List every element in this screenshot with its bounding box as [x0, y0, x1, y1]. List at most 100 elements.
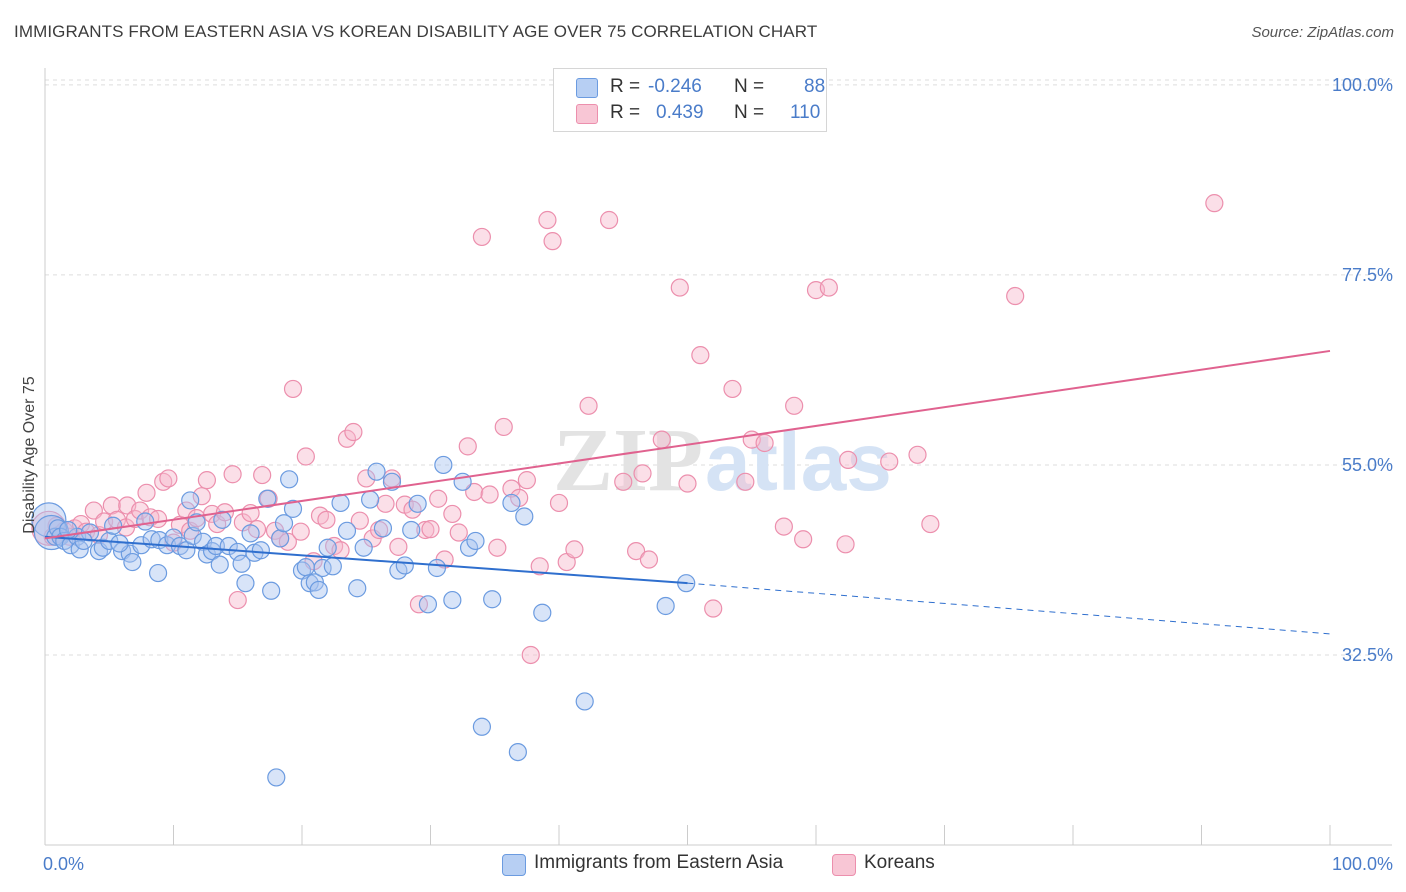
data-point: [367, 462, 386, 481]
data-point: [183, 526, 202, 545]
data-point: [704, 599, 723, 618]
data-point: [357, 469, 376, 488]
data-point: [908, 445, 927, 464]
data-point: [515, 507, 534, 526]
data-point: [262, 581, 281, 600]
data-point: [317, 510, 336, 529]
data-point: [427, 558, 447, 578]
data-point: [213, 510, 232, 529]
tick-labels: 100.0% 77.5% 55.0% 32.5% 0.0% 100.0%: [43, 75, 1393, 874]
axes: [44, 68, 1392, 846]
data-point: [543, 232, 562, 251]
data-point: [159, 469, 178, 488]
data-point: [502, 479, 521, 498]
data-point: [197, 471, 217, 490]
legend-n-label: N =: [734, 76, 765, 97]
trend-line-koreans: [44, 349, 1331, 540]
legend-n-value: 110: [790, 102, 821, 123]
data-point: [579, 396, 598, 415]
data-point: [921, 514, 940, 534]
stats-legend: R = -0.246 N = 88 R = 0.439 N = 110: [553, 68, 827, 132]
data-point: [755, 433, 774, 453]
bottom-legend-label: Koreans: [864, 852, 935, 873]
data-point: [639, 550, 659, 569]
data-point: [538, 210, 557, 230]
data-point: [361, 490, 380, 509]
data-point: [283, 499, 303, 518]
data-point: [408, 494, 427, 513]
data-point: [626, 541, 646, 561]
data-point: [600, 210, 619, 230]
data-point: [670, 278, 689, 297]
legend-r-value: 0.439: [656, 102, 704, 123]
data-point: [521, 645, 540, 665]
data-point: [344, 422, 363, 442]
data-point: [880, 452, 899, 471]
bottom-legend-swatch-pink: [832, 854, 856, 876]
data-point: [533, 603, 552, 622]
data-point: [575, 692, 594, 711]
data-point: [723, 379, 742, 399]
data-point: [421, 520, 440, 539]
data-point: [300, 574, 319, 593]
legend-r-value: -0.246: [648, 76, 702, 97]
data-point: [508, 742, 527, 762]
data-point: [104, 516, 123, 535]
data-point: [267, 768, 286, 787]
data-point: [819, 278, 838, 297]
data-point: [449, 523, 468, 542]
data-point: [251, 541, 270, 560]
data-point: [274, 514, 294, 533]
legend-r-label: R =: [610, 102, 641, 123]
y-tick-label: 55.0%: [1342, 455, 1393, 475]
source-label: Source: ZipAtlas.com: [1251, 24, 1394, 41]
data-point: [271, 529, 290, 548]
trend-lines: [44, 349, 1331, 635]
series-immigrants-points: [31, 455, 696, 787]
data-point: [691, 346, 710, 365]
data-point: [318, 538, 337, 557]
data-point: [350, 511, 369, 530]
data-point: [258, 489, 277, 508]
data-point: [280, 470, 299, 489]
data-point: [652, 430, 671, 449]
data-point: [323, 557, 342, 576]
data-point: [376, 494, 395, 513]
data-point: [187, 513, 206, 532]
data-point: [443, 590, 462, 610]
data-point: [102, 496, 121, 515]
data-point: [549, 493, 569, 513]
data-point: [472, 717, 491, 736]
data-point: [148, 563, 168, 583]
data-point: [839, 450, 858, 469]
data-point: [488, 538, 507, 557]
data-point: [382, 472, 402, 491]
data-point: [836, 535, 855, 554]
data-point: [223, 465, 242, 484]
data-point: [774, 517, 793, 536]
trend-line-immigrants-extension: [687, 582, 1331, 635]
trend-line-immigrants: [44, 535, 688, 585]
data-point: [502, 493, 521, 513]
data-point: [416, 520, 435, 540]
data-point: [418, 595, 438, 614]
data-point: [93, 538, 112, 557]
data-point: [565, 540, 584, 559]
data-point: [429, 489, 448, 508]
data-point: [395, 556, 414, 575]
data-point: [283, 379, 303, 399]
data-point: [354, 538, 373, 557]
legend-swatch-pink: [576, 104, 598, 124]
data-point: [123, 552, 142, 572]
data-point: [192, 487, 211, 506]
x-tick-label: 100.0%: [1332, 854, 1393, 874]
watermark-atlas: atlas: [705, 417, 892, 508]
data-point: [614, 472, 633, 491]
data-point: [337, 521, 357, 540]
data-point: [403, 500, 422, 519]
data-point: [130, 501, 150, 520]
y-axis-label: Disability Age Over 75: [21, 376, 38, 534]
data-point: [389, 537, 408, 556]
y-tick-label: 77.5%: [1342, 265, 1393, 285]
data-point: [785, 396, 804, 415]
